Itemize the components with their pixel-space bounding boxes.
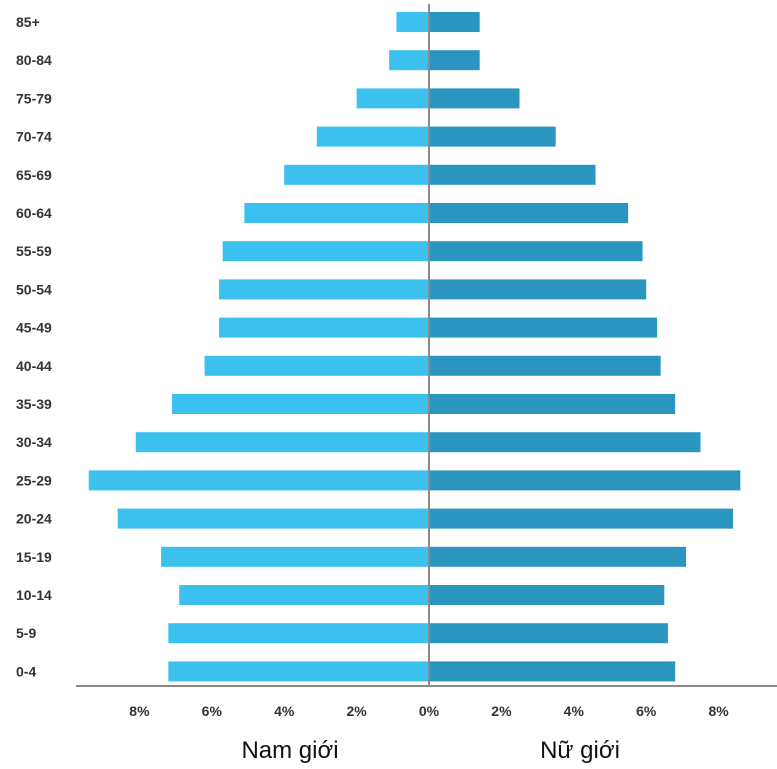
male-bar-45-49 bbox=[219, 317, 429, 338]
female-side-label: Nữ giới bbox=[540, 737, 620, 764]
female-bar-0-4 bbox=[429, 661, 676, 682]
female-bar-50-54 bbox=[429, 279, 647, 300]
age-label-75-79: 75-79 bbox=[16, 90, 52, 106]
age-label-65-69: 65-69 bbox=[16, 167, 52, 183]
male-bar-85+ bbox=[396, 12, 429, 32]
age-label-85+: 85+ bbox=[16, 14, 40, 30]
female-bar-80-84 bbox=[429, 50, 480, 71]
male-bars bbox=[88, 12, 430, 682]
x-tick-label: 4% bbox=[564, 703, 585, 719]
age-label-50-54: 50-54 bbox=[16, 281, 52, 297]
male-bar-35-39 bbox=[171, 394, 430, 414]
female-bar-85+ bbox=[429, 12, 480, 32]
x-tick-label: 2% bbox=[346, 703, 367, 719]
age-label-15-19: 15-19 bbox=[16, 549, 52, 565]
male-bar-0-4 bbox=[168, 661, 430, 682]
age-label-5-9: 5-9 bbox=[16, 625, 36, 641]
male-bar-50-54 bbox=[219, 279, 429, 300]
male-bar-60-64 bbox=[244, 203, 429, 223]
age-label-25-29: 25-29 bbox=[16, 472, 52, 488]
age-label-80-84: 80-84 bbox=[16, 52, 52, 68]
female-bar-65-69 bbox=[429, 164, 596, 185]
age-label-35-39: 35-39 bbox=[16, 396, 52, 412]
age-label-70-74: 70-74 bbox=[16, 129, 52, 145]
age-label-20-24: 20-24 bbox=[16, 511, 52, 527]
male-side-label: Nam giới bbox=[241, 737, 338, 764]
female-bar-10-14 bbox=[429, 585, 665, 605]
male-bar-15-19 bbox=[161, 546, 429, 567]
x-tick-label: 2% bbox=[491, 703, 512, 719]
male-bar-20-24 bbox=[117, 508, 430, 529]
female-bar-20-24 bbox=[429, 508, 734, 529]
x-tick-labels: 8% 6% 4% 2% 0% 2% 4% 6% 8% bbox=[129, 703, 729, 719]
male-bar-55-59 bbox=[222, 241, 429, 262]
female-bar-25-29 bbox=[429, 470, 741, 491]
x-tick-label: 4% bbox=[274, 703, 295, 719]
female-bar-60-64 bbox=[429, 203, 629, 223]
female-bar-75-79 bbox=[429, 88, 520, 109]
female-bar-55-59 bbox=[429, 241, 643, 262]
male-bar-70-74 bbox=[316, 126, 429, 147]
x-tick-label: 0% bbox=[419, 703, 440, 719]
axes bbox=[76, 4, 777, 687]
male-bar-65-69 bbox=[284, 164, 429, 185]
female-bar-45-49 bbox=[429, 317, 658, 338]
age-label-30-34: 30-34 bbox=[16, 434, 52, 450]
age-label-40-44: 40-44 bbox=[16, 358, 52, 374]
female-bar-30-34 bbox=[429, 432, 701, 453]
male-bar-40-44 bbox=[204, 355, 429, 376]
age-label-0-4: 0-4 bbox=[16, 663, 36, 679]
age-label-60-64: 60-64 bbox=[16, 205, 52, 221]
female-bar-70-74 bbox=[429, 126, 556, 147]
female-bar-40-44 bbox=[429, 355, 661, 376]
male-bar-80-84 bbox=[389, 50, 429, 71]
age-group-labels: 85+ 80-84 75-79 70-74 65-69 60-64 55-59 50-54 45… bbox=[16, 14, 52, 679]
x-tick-label: 8% bbox=[708, 703, 729, 719]
male-bar-10-14 bbox=[179, 585, 429, 605]
age-label-10-14: 10-14 bbox=[16, 587, 52, 603]
female-bar-35-39 bbox=[429, 394, 676, 414]
male-bar-30-34 bbox=[135, 432, 429, 453]
male-bar-25-29 bbox=[88, 470, 429, 491]
x-tick-label: 6% bbox=[636, 703, 657, 719]
female-bars bbox=[429, 12, 741, 682]
female-bar-15-19 bbox=[429, 546, 687, 567]
male-bar-75-79 bbox=[356, 88, 429, 109]
x-tick-label: 8% bbox=[129, 703, 150, 719]
age-label-55-59: 55-59 bbox=[16, 243, 52, 259]
x-tick-label: 6% bbox=[202, 703, 223, 719]
male-bar-5-9 bbox=[168, 623, 430, 644]
female-bar-5-9 bbox=[429, 623, 668, 644]
age-label-45-49: 45-49 bbox=[16, 320, 52, 336]
